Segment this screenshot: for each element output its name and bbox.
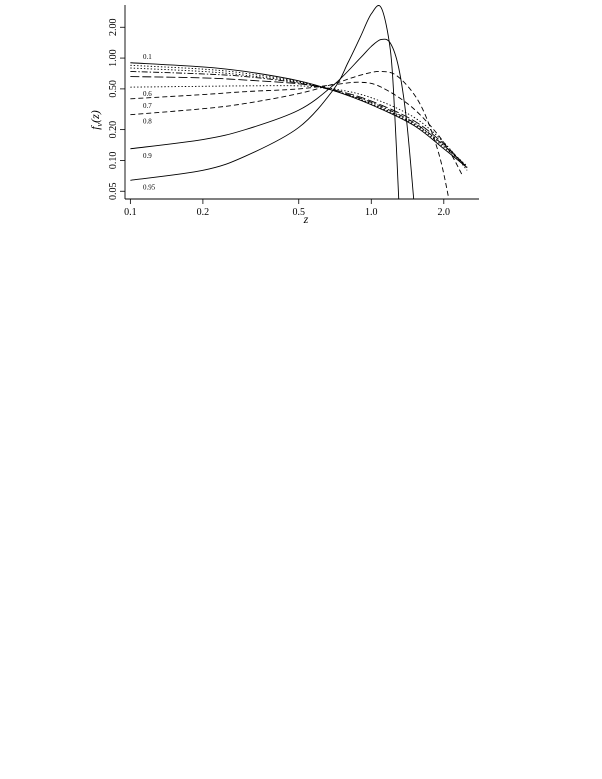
series-label-0.1: 0.1: [143, 53, 152, 61]
series-line-0.3: [130, 67, 468, 167]
series-label-0.7: 0.7: [143, 102, 152, 110]
series-line-0.6: [130, 85, 468, 171]
svg-text:fv(z): fv(z): [88, 110, 104, 130]
x-tick-label: 0.5: [293, 207, 306, 218]
series-label-0.95: 0.95: [143, 183, 156, 191]
x-axis: 0.1 0.2 0.5 1.0 2.0: [124, 199, 450, 218]
y-tick-label: 0.20: [108, 121, 119, 139]
series-line-0.2: [130, 64, 468, 167]
x-tick-label: 1.0: [365, 207, 378, 218]
series-line-0.95: [130, 5, 400, 200]
y-axis-title-arg: (z): [88, 110, 102, 123]
y-axis: 0.05 0.10 0.20 0.50 1.00 2.00: [108, 19, 125, 200]
y-axis-title: fv(z): [88, 110, 104, 130]
series-label-0.6: 0.6: [143, 90, 152, 98]
x-axis-title: z: [303, 212, 309, 226]
series-line-0.8: [130, 70, 450, 200]
series-line-0.1: [130, 62, 468, 169]
y-tick-label: 0.50: [108, 80, 119, 98]
plot-frame: [124, 5, 479, 200]
y-tick-label: 1.00: [108, 49, 119, 67]
series-line-0.4: [130, 71, 468, 168]
y-axis-title-subscript: v: [95, 122, 104, 126]
series-line-0.9: [130, 38, 415, 200]
series-labels: 0.1 0.6 0.7 0.8 0.9 0.95: [143, 53, 156, 192]
y-tick-label: 2.00: [108, 19, 119, 37]
series-lines: [130, 5, 468, 200]
series-label-0.9: 0.9: [143, 152, 152, 160]
series-label-0.8: 0.8: [143, 118, 152, 126]
y-tick-label: 0.10: [108, 152, 119, 170]
x-tick-label: 0.2: [197, 207, 210, 218]
x-tick-label: 0.1: [124, 207, 137, 218]
series-line-0.5: [130, 76, 468, 168]
y-axis-title-symbol: f: [88, 125, 102, 130]
y-tick-label: 0.05: [108, 182, 119, 200]
x-tick-label: 2.0: [438, 207, 451, 218]
